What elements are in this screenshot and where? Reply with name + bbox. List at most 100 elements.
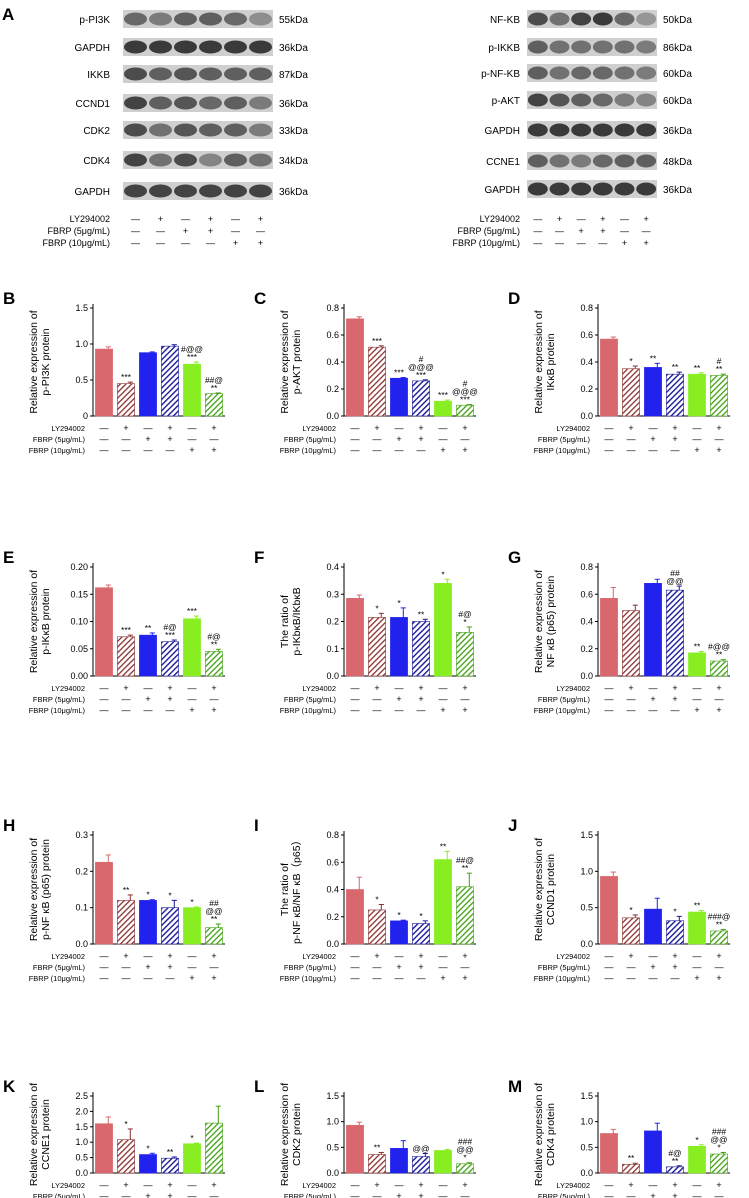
y-tick-label: 0.4 bbox=[580, 617, 593, 627]
chart-panel-J: J Relative expression of CCND1 protein 0.0 0… bbox=[508, 816, 730, 983]
blot-band bbox=[149, 12, 172, 26]
blot-band bbox=[549, 40, 570, 54]
treatment-sign: + bbox=[396, 434, 401, 444]
treatment-sign: — bbox=[605, 1191, 614, 1198]
treatment-sign: — bbox=[122, 694, 131, 704]
blot-band bbox=[249, 153, 272, 167]
y-tick-label: 0.8 bbox=[326, 830, 339, 840]
western-blot-left: p-PI3K 55kDa GAPDH 36kDa IKKB 87kDa CCND1 36kDa… bbox=[42, 10, 308, 248]
y-tick-label: 0.5 bbox=[75, 375, 88, 385]
bar-C-1 bbox=[368, 346, 386, 417]
y-axis-label: Relative expression of bbox=[28, 310, 40, 413]
bar-H-4 bbox=[183, 907, 201, 945]
treatment-sign: + bbox=[167, 694, 172, 704]
treatment-sign: — bbox=[439, 962, 448, 972]
blot-band bbox=[571, 12, 592, 26]
treatment-sign: — bbox=[395, 951, 404, 961]
treatment-sign: — bbox=[627, 694, 636, 704]
treatment-sign: — bbox=[627, 1191, 636, 1198]
significance-label: * bbox=[695, 1135, 699, 1145]
bar-B-4 bbox=[183, 363, 201, 417]
treatment-sign: + bbox=[418, 434, 423, 444]
y-tick-label: 0.1 bbox=[326, 644, 339, 654]
treatment-sign: + bbox=[374, 683, 379, 693]
treatment-sign: + bbox=[440, 705, 445, 715]
bar-D-5 bbox=[710, 375, 728, 417]
blot-treatment-sign: — bbox=[555, 238, 564, 248]
treatment-sign: — bbox=[122, 434, 131, 444]
blot-band bbox=[592, 182, 613, 196]
significance-label: * bbox=[190, 1133, 194, 1143]
treatment-sign: + bbox=[462, 445, 467, 455]
bar-H-3 bbox=[161, 907, 179, 945]
treatment-sign: — bbox=[351, 434, 360, 444]
bar-E-2 bbox=[139, 634, 157, 677]
treatment-sign: + bbox=[716, 705, 721, 715]
treatment-sign: — bbox=[188, 694, 197, 704]
treatment-label: FBRP (5μg/mL) bbox=[284, 963, 337, 972]
treatment-sign: — bbox=[417, 445, 426, 455]
blot-band bbox=[124, 12, 147, 26]
blot-band bbox=[224, 153, 247, 167]
blot-size-label: 60kDa bbox=[663, 69, 692, 80]
blot-band bbox=[149, 67, 172, 81]
treatment-sign: + bbox=[672, 434, 677, 444]
blot-band bbox=[636, 123, 657, 137]
significance-label: ** bbox=[716, 364, 723, 374]
blot-band bbox=[199, 184, 222, 198]
treatment-sign: — bbox=[100, 434, 109, 444]
blot-band bbox=[124, 96, 147, 110]
treatment-sign: + bbox=[694, 705, 699, 715]
y-tick-label: 2.5 bbox=[75, 1091, 88, 1101]
treatment-sign: + bbox=[672, 423, 677, 433]
treatment-sign: — bbox=[439, 1191, 448, 1198]
blot-band bbox=[571, 40, 592, 54]
treatment-sign: + bbox=[211, 445, 216, 455]
blot-band bbox=[249, 96, 272, 110]
y-tick-label: 1.5 bbox=[326, 1091, 339, 1101]
blot-protein-label: p-IKKB bbox=[488, 43, 520, 54]
treatment-sign: — bbox=[693, 1180, 702, 1190]
treatment-sign: + bbox=[145, 1191, 150, 1198]
chart-panel-H: H Relative expression of p-NF κB (p65) pro… bbox=[3, 816, 225, 983]
significance-label: #@@ bbox=[181, 344, 203, 354]
bar-E-0 bbox=[95, 587, 113, 677]
bar-L-1 bbox=[368, 1154, 386, 1174]
treatment-sign: + bbox=[123, 683, 128, 693]
bar-F-3 bbox=[412, 621, 430, 677]
blot-band bbox=[174, 184, 197, 198]
y-axis-label: p-AKT protein bbox=[291, 330, 303, 395]
treatment-label: FBRP (10μg/mL) bbox=[534, 974, 591, 983]
bar-I-4 bbox=[434, 859, 452, 945]
significance-label: @@@ bbox=[408, 362, 434, 372]
blot-band bbox=[149, 40, 172, 54]
treatment-sign: — bbox=[715, 1191, 724, 1198]
treatment-label: LY294002 bbox=[51, 684, 85, 693]
treatment-sign: — bbox=[693, 962, 702, 972]
treatment-sign: + bbox=[211, 973, 216, 983]
treatment-sign: + bbox=[396, 1191, 401, 1198]
significance-label: ** bbox=[418, 609, 425, 619]
significance-label: ** bbox=[672, 362, 679, 372]
y-tick-label: 0.2 bbox=[326, 617, 339, 627]
bar-L-2 bbox=[390, 1148, 408, 1174]
treatment-sign: — bbox=[210, 434, 219, 444]
y-tick-label: 1.0 bbox=[326, 1117, 339, 1127]
y-tick-label: 0.0 bbox=[580, 411, 593, 421]
y-axis-label: Relative expression of bbox=[533, 1083, 545, 1186]
treatment-sign: — bbox=[715, 694, 724, 704]
blot-band bbox=[614, 12, 635, 26]
bar-J-3 bbox=[666, 920, 684, 945]
treatment-sign: — bbox=[417, 705, 426, 715]
blot-band bbox=[592, 12, 613, 26]
significance-label: # bbox=[717, 356, 722, 366]
chart-panel-K: K Relative expression of CCNE1 protein 0.0 0… bbox=[3, 1077, 225, 1198]
y-tick-label: 0.5 bbox=[326, 1142, 339, 1152]
treatment-sign: + bbox=[440, 445, 445, 455]
significance-label: * bbox=[673, 906, 677, 916]
treatment-sign: — bbox=[627, 973, 636, 983]
treatment-label: FBRP (10μg/mL) bbox=[280, 706, 337, 715]
y-tick-label: 0.0 bbox=[326, 411, 339, 421]
blot-band bbox=[636, 154, 657, 168]
blot-treatment-sign: + bbox=[600, 214, 605, 224]
